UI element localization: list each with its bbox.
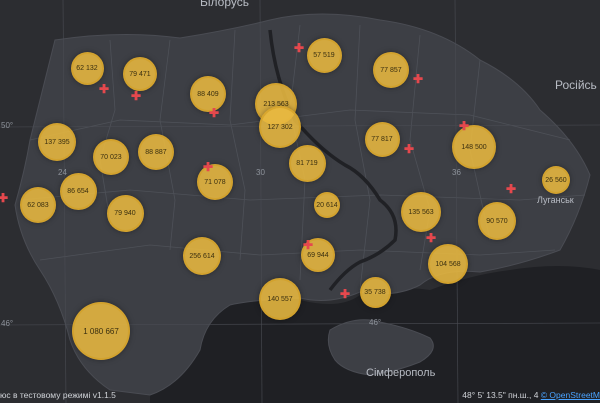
cluster-count: 62 132 (76, 64, 98, 72)
osm-attribution-link[interactable]: © OpenStreetM (540, 390, 600, 400)
cluster-count: 90 570 (486, 217, 508, 225)
cluster-bubble[interactable]: 140 557 (259, 278, 301, 320)
cluster-bubble[interactable]: 57 519 (306, 37, 342, 73)
coords-text: 48° 5' 13.5" пн.ш., 4 (462, 390, 539, 400)
cluster-bubble[interactable]: 137 395 (38, 123, 76, 161)
cluster-count: 137 395 (44, 138, 70, 146)
red-cross-icon[interactable]: ✚ (403, 142, 415, 156)
red-cross-icon[interactable]: ✚ (208, 106, 220, 120)
red-cross-icon[interactable]: ✚ (339, 287, 351, 301)
cluster-count: 88 409 (197, 90, 219, 98)
cluster-bubble[interactable]: 104 568 (428, 244, 468, 284)
label-lon-24: 24 (58, 168, 67, 177)
cluster-bubble[interactable]: 79 471 (123, 57, 157, 91)
cluster-count: 88 887 (145, 148, 167, 156)
label-simferopol: Сімферополь (366, 367, 436, 379)
red-cross-icon[interactable]: ✚ (130, 89, 142, 103)
cluster-bubble[interactable]: 88 887 (138, 134, 174, 170)
coords-readout: 48° 5' 13.5" пн.ш., 4 © OpenStreetM (462, 390, 600, 400)
cluster-bubble[interactable]: 77 817 (364, 121, 400, 157)
cluster-bubble[interactable]: 62 083 (20, 187, 56, 223)
label-belarus: Білорусь (200, 0, 250, 9)
red-cross-icon[interactable]: ✚ (98, 82, 110, 96)
cluster-count: 81 719 (296, 159, 318, 167)
red-cross-icon[interactable]: ✚ (458, 119, 470, 133)
label-lon-36: 36 (452, 168, 461, 177)
cluster-bubble[interactable]: 77 857 (373, 52, 409, 88)
label-lat-46: 46° (1, 319, 14, 328)
cluster-bubble[interactable]: 86 654 (59, 172, 97, 210)
cluster-count: 71 078 (204, 178, 226, 186)
cluster-bubble[interactable]: 35 738 (359, 276, 391, 308)
cluster-bubble[interactable]: 20 614 (314, 192, 340, 218)
cluster-count: 79 471 (129, 70, 151, 78)
cluster-count: 1 080 667 (83, 326, 119, 336)
cluster-count: 69 944 (307, 251, 329, 259)
cluster-count: 148 500 (461, 143, 487, 151)
cluster-bubble[interactable]: 1 080 667 (72, 302, 130, 360)
cluster-count: 77 857 (380, 66, 402, 74)
cluster-bubble[interactable]: 79 940 (106, 194, 144, 232)
cluster-count: 35 738 (364, 288, 386, 296)
crimea (327, 319, 434, 376)
label-lat-50: 50° (1, 121, 14, 130)
cluster-count: 57 519 (313, 51, 335, 59)
cluster-count: 77 817 (371, 135, 393, 143)
ukraine-territory (14, 13, 591, 396)
label-lon-30: 30 (256, 168, 265, 177)
label-luhansk: Луганськ (537, 195, 574, 205)
label-lat-46-b: 46° (369, 318, 382, 327)
cluster-count: 62 083 (27, 201, 49, 209)
cluster-count: 70 023 (100, 153, 122, 161)
cluster-count: 135 563 (408, 208, 434, 216)
red-cross-icon[interactable]: ✚ (202, 160, 214, 174)
cluster-count: 104 568 (435, 260, 461, 268)
cluster-bubble[interactable]: 70 023 (93, 139, 129, 175)
red-cross-icon[interactable]: ✚ (302, 238, 314, 252)
cluster-count: 20 614 (316, 201, 338, 209)
red-cross-icon[interactable]: ✚ (505, 182, 517, 196)
label-russia: Російсь (555, 78, 597, 92)
cluster-count: 127 302 (267, 123, 293, 131)
red-cross-icon[interactable]: ✚ (0, 191, 9, 205)
cluster-bubble[interactable]: 127 302 (259, 106, 301, 148)
red-cross-icon[interactable]: ✚ (412, 72, 424, 86)
red-cross-icon[interactable]: ✚ (293, 41, 305, 55)
cluster-count: 26 560 (545, 176, 567, 184)
cluster-bubble[interactable]: 26 560 (542, 166, 570, 194)
cluster-bubble[interactable]: 256 614 (183, 237, 221, 275)
cluster-bubble[interactable]: 62 132 (70, 51, 104, 85)
cluster-count: 86 654 (67, 187, 89, 195)
cluster-bubble[interactable]: 135 563 (401, 192, 441, 232)
cluster-count: 256 614 (189, 252, 215, 260)
cluster-count: 140 557 (267, 295, 293, 303)
red-cross-icon[interactable]: ✚ (425, 231, 437, 245)
cluster-bubble[interactable]: 81 719 (288, 144, 326, 182)
cluster-count: 79 940 (114, 209, 136, 217)
mode-status: юс в тестовому режимі v1.1.5 (0, 390, 116, 400)
cluster-bubble[interactable]: 90 570 (478, 202, 516, 240)
